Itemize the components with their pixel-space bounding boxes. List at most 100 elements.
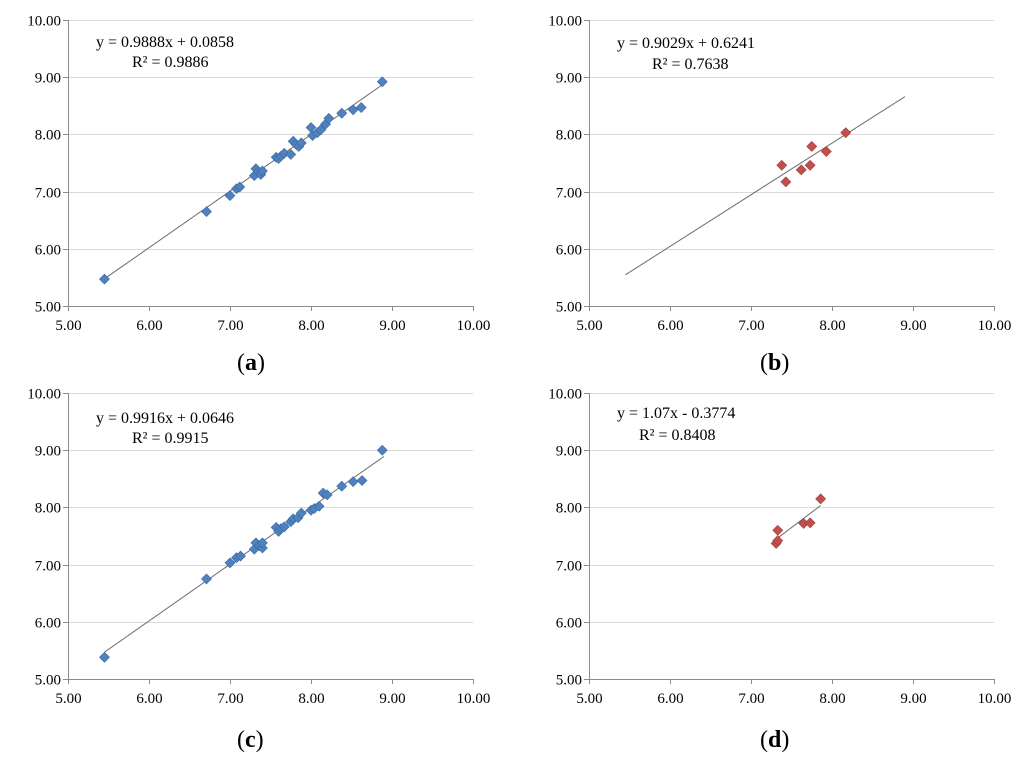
x-tick-label: 6.00 <box>136 318 162 334</box>
data-point <box>224 557 236 569</box>
x-tick-label: 7.00 <box>217 691 243 707</box>
data-point <box>795 164 807 176</box>
y-tick-label: 7.00 <box>35 559 61 575</box>
x-tick-label: 5.00 <box>576 318 602 334</box>
panel-c: 5.00 6.00 7.00 8.00 9.00 10.00 5.00 6.00 7.00 8.0… <box>0 382 512 764</box>
r-squared-label: R² = 0.9915 <box>132 430 209 447</box>
data-point <box>234 181 246 193</box>
data-point <box>235 550 246 562</box>
trend-equation: y = 1.07x - 0.3774 <box>617 405 735 422</box>
data-point <box>99 651 110 663</box>
scatter-chart-c: 5.00 6.00 7.00 8.00 9.00 10.00 5.00 6.00 7.00 8.0… <box>27 387 490 708</box>
data-point <box>355 102 367 113</box>
r-squared-label: R² = 0.7638 <box>652 56 729 73</box>
data-point <box>804 517 816 529</box>
trend-equation: y = 0.9029x + 0.6241 <box>617 35 755 52</box>
data-point <box>278 521 290 533</box>
x-tick-label: 8.00 <box>298 691 324 707</box>
y-tick-label: 8.00 <box>35 501 61 517</box>
y-tick-label: 5.00 <box>35 300 61 316</box>
trend-equation: y = 0.9916x + 0.0646 <box>96 410 234 427</box>
data-point <box>295 507 307 519</box>
y-tick-label: 9.00 <box>556 444 582 460</box>
y-tick-label: 5.00 <box>35 673 61 689</box>
data-point <box>256 537 268 549</box>
panel-d: 5.00 6.00 7.00 8.00 9.00 10.00 5.00 6.00 7.00 8.0… <box>512 382 1024 764</box>
y-tick-label: 9.00 <box>556 71 582 87</box>
x-tick-label: 6.00 <box>657 318 683 334</box>
y-tick-label: 9.00 <box>35 444 61 460</box>
x-tick-label: 6.00 <box>136 691 162 707</box>
x-tick-label: 8.00 <box>298 318 324 334</box>
r-squared-label: R² = 0.9886 <box>132 54 209 71</box>
y-tick-label: 6.00 <box>35 243 61 259</box>
data-point <box>772 524 784 536</box>
data-point <box>201 573 212 585</box>
data-point <box>224 190 236 202</box>
data-point <box>336 480 348 492</box>
y-tick-label: 7.00 <box>556 186 582 202</box>
x-tick-label: 9.00 <box>379 691 405 707</box>
data-point <box>806 140 818 152</box>
data-point <box>336 107 348 119</box>
caption-letter: b <box>768 350 782 376</box>
data-point <box>804 159 816 171</box>
y-tick-label: 8.00 <box>556 128 582 144</box>
x-tick-label: 8.00 <box>819 691 845 707</box>
y-tick-label: 6.00 <box>556 616 582 632</box>
panel-caption-b: (b) <box>760 350 790 376</box>
data-point <box>315 124 327 136</box>
data-point <box>321 489 333 501</box>
x-tick-label: 5.00 <box>55 318 81 334</box>
x-tick-label: 7.00 <box>217 318 243 334</box>
x-tick-label: 9.00 <box>900 691 926 707</box>
scatter-chart-b: 5.00 6.00 7.00 8.00 9.00 10.00 5.00 6.00 7.00 8.0… <box>548 14 1011 335</box>
y-tick-label: 10.00 <box>27 14 61 30</box>
data-point <box>347 476 359 488</box>
trendline <box>625 96 906 276</box>
x-tick-label: 9.00 <box>900 318 926 334</box>
data-point <box>780 176 792 188</box>
y-tick-label: 8.00 <box>556 501 582 517</box>
r-squared-label: R² = 0.8408 <box>639 427 716 444</box>
panel-caption-a: (a) <box>237 350 265 376</box>
y-tick-label: 5.00 <box>556 300 582 316</box>
caption-letter: d <box>768 727 782 753</box>
data-point <box>256 165 268 177</box>
panel-b: 5.00 6.00 7.00 8.00 9.00 10.00 5.00 6.00 7.00 8.0… <box>512 0 1024 382</box>
x-tick-label: 9.00 <box>379 318 405 334</box>
y-tick-label: 6.00 <box>556 243 582 259</box>
scatter-chart-a: 5.00 6.00 7.00 8.00 9.00 10.00 5.00 6.00 7.00 8.0… <box>27 14 491 335</box>
x-tick-label: 10.00 <box>978 691 1012 707</box>
trend-equation: y = 0.9888x + 0.0858 <box>96 34 234 51</box>
y-tick-label: 10.00 <box>548 387 582 403</box>
data-point <box>840 127 852 139</box>
y-tick-label: 7.00 <box>35 186 61 202</box>
x-tick-label: 5.00 <box>55 691 81 707</box>
x-tick-label: 5.00 <box>576 691 602 707</box>
data-point <box>347 104 359 116</box>
data-point <box>285 148 297 160</box>
data-point <box>776 159 788 171</box>
caption-letter: c <box>245 727 256 753</box>
data-point <box>772 535 784 547</box>
panel-caption-d: (d) <box>760 727 790 753</box>
data-point <box>99 273 110 285</box>
y-tick-label: 7.00 <box>556 559 582 575</box>
caption-letter: a <box>245 350 257 376</box>
data-point <box>295 137 307 149</box>
y-tick-label: 8.00 <box>35 128 61 144</box>
x-tick-label: 6.00 <box>657 691 683 707</box>
data-point <box>356 475 368 486</box>
x-tick-label: 7.00 <box>738 318 764 334</box>
panel-a: 5.00 6.00 7.00 8.00 9.00 10.00 5.00 6.00 7.00 8.0… <box>0 0 512 382</box>
y-tick-label: 6.00 <box>35 616 61 632</box>
y-tick-label: 9.00 <box>35 71 61 87</box>
y-tick-label: 5.00 <box>556 673 582 689</box>
x-tick-label: 10.00 <box>457 318 491 334</box>
y-tick-label: 10.00 <box>548 14 582 30</box>
trendline <box>104 83 385 280</box>
data-point <box>323 112 335 124</box>
data-point <box>820 146 832 157</box>
panel-caption-c: (c) <box>237 727 264 753</box>
